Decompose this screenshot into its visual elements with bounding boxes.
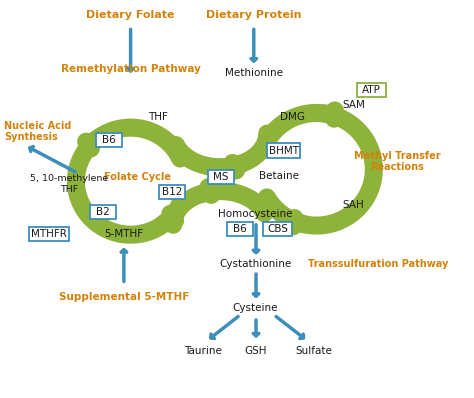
Text: Methyl Transfer
Reactions: Methyl Transfer Reactions <box>354 150 440 172</box>
Text: ATP: ATP <box>362 85 381 95</box>
Text: Remethylation Pathway: Remethylation Pathway <box>61 64 201 74</box>
Text: Homocysteine: Homocysteine <box>218 209 292 219</box>
FancyBboxPatch shape <box>159 185 185 199</box>
Text: 5-MTHF: 5-MTHF <box>104 229 144 239</box>
Text: Supplemental 5-MTHF: Supplemental 5-MTHF <box>59 293 189 302</box>
Text: B2: B2 <box>96 207 109 217</box>
FancyBboxPatch shape <box>263 222 292 236</box>
Text: MS: MS <box>213 172 229 182</box>
Text: DMG: DMG <box>280 111 305 121</box>
Text: MTHFR: MTHFR <box>31 229 67 239</box>
Text: Cystathionine: Cystathionine <box>219 259 291 269</box>
Text: B6: B6 <box>234 224 247 234</box>
FancyBboxPatch shape <box>357 83 386 97</box>
FancyBboxPatch shape <box>228 222 253 236</box>
FancyBboxPatch shape <box>90 205 116 219</box>
Text: Folate Cycle: Folate Cycle <box>104 172 171 182</box>
FancyBboxPatch shape <box>29 227 69 241</box>
Text: B12: B12 <box>162 187 182 197</box>
Text: SAH: SAH <box>343 200 365 210</box>
FancyBboxPatch shape <box>208 170 234 184</box>
Text: Dietary Folate: Dietary Folate <box>86 10 175 20</box>
Text: BHMT: BHMT <box>269 146 299 156</box>
Text: Sulfate: Sulfate <box>295 345 332 355</box>
Text: GSH: GSH <box>245 345 267 355</box>
Text: Betaine: Betaine <box>259 171 299 181</box>
FancyBboxPatch shape <box>96 133 122 147</box>
Text: THF: THF <box>148 111 168 121</box>
Text: Taurine: Taurine <box>184 345 222 355</box>
Text: 5, 10-methylene
THF: 5, 10-methylene THF <box>30 174 108 194</box>
Text: Methionine: Methionine <box>225 68 283 78</box>
Text: CBS: CBS <box>267 224 288 234</box>
Text: Dietary Protein: Dietary Protein <box>206 10 301 20</box>
Text: Cysteine: Cysteine <box>232 303 278 313</box>
FancyBboxPatch shape <box>267 143 301 158</box>
Text: B6: B6 <box>102 135 116 145</box>
Text: SAM: SAM <box>342 100 365 109</box>
Text: Transsulfuration Pathway: Transsulfuration Pathway <box>308 259 448 269</box>
Text: Nucleic Acid
Synthesis: Nucleic Acid Synthesis <box>4 121 72 142</box>
